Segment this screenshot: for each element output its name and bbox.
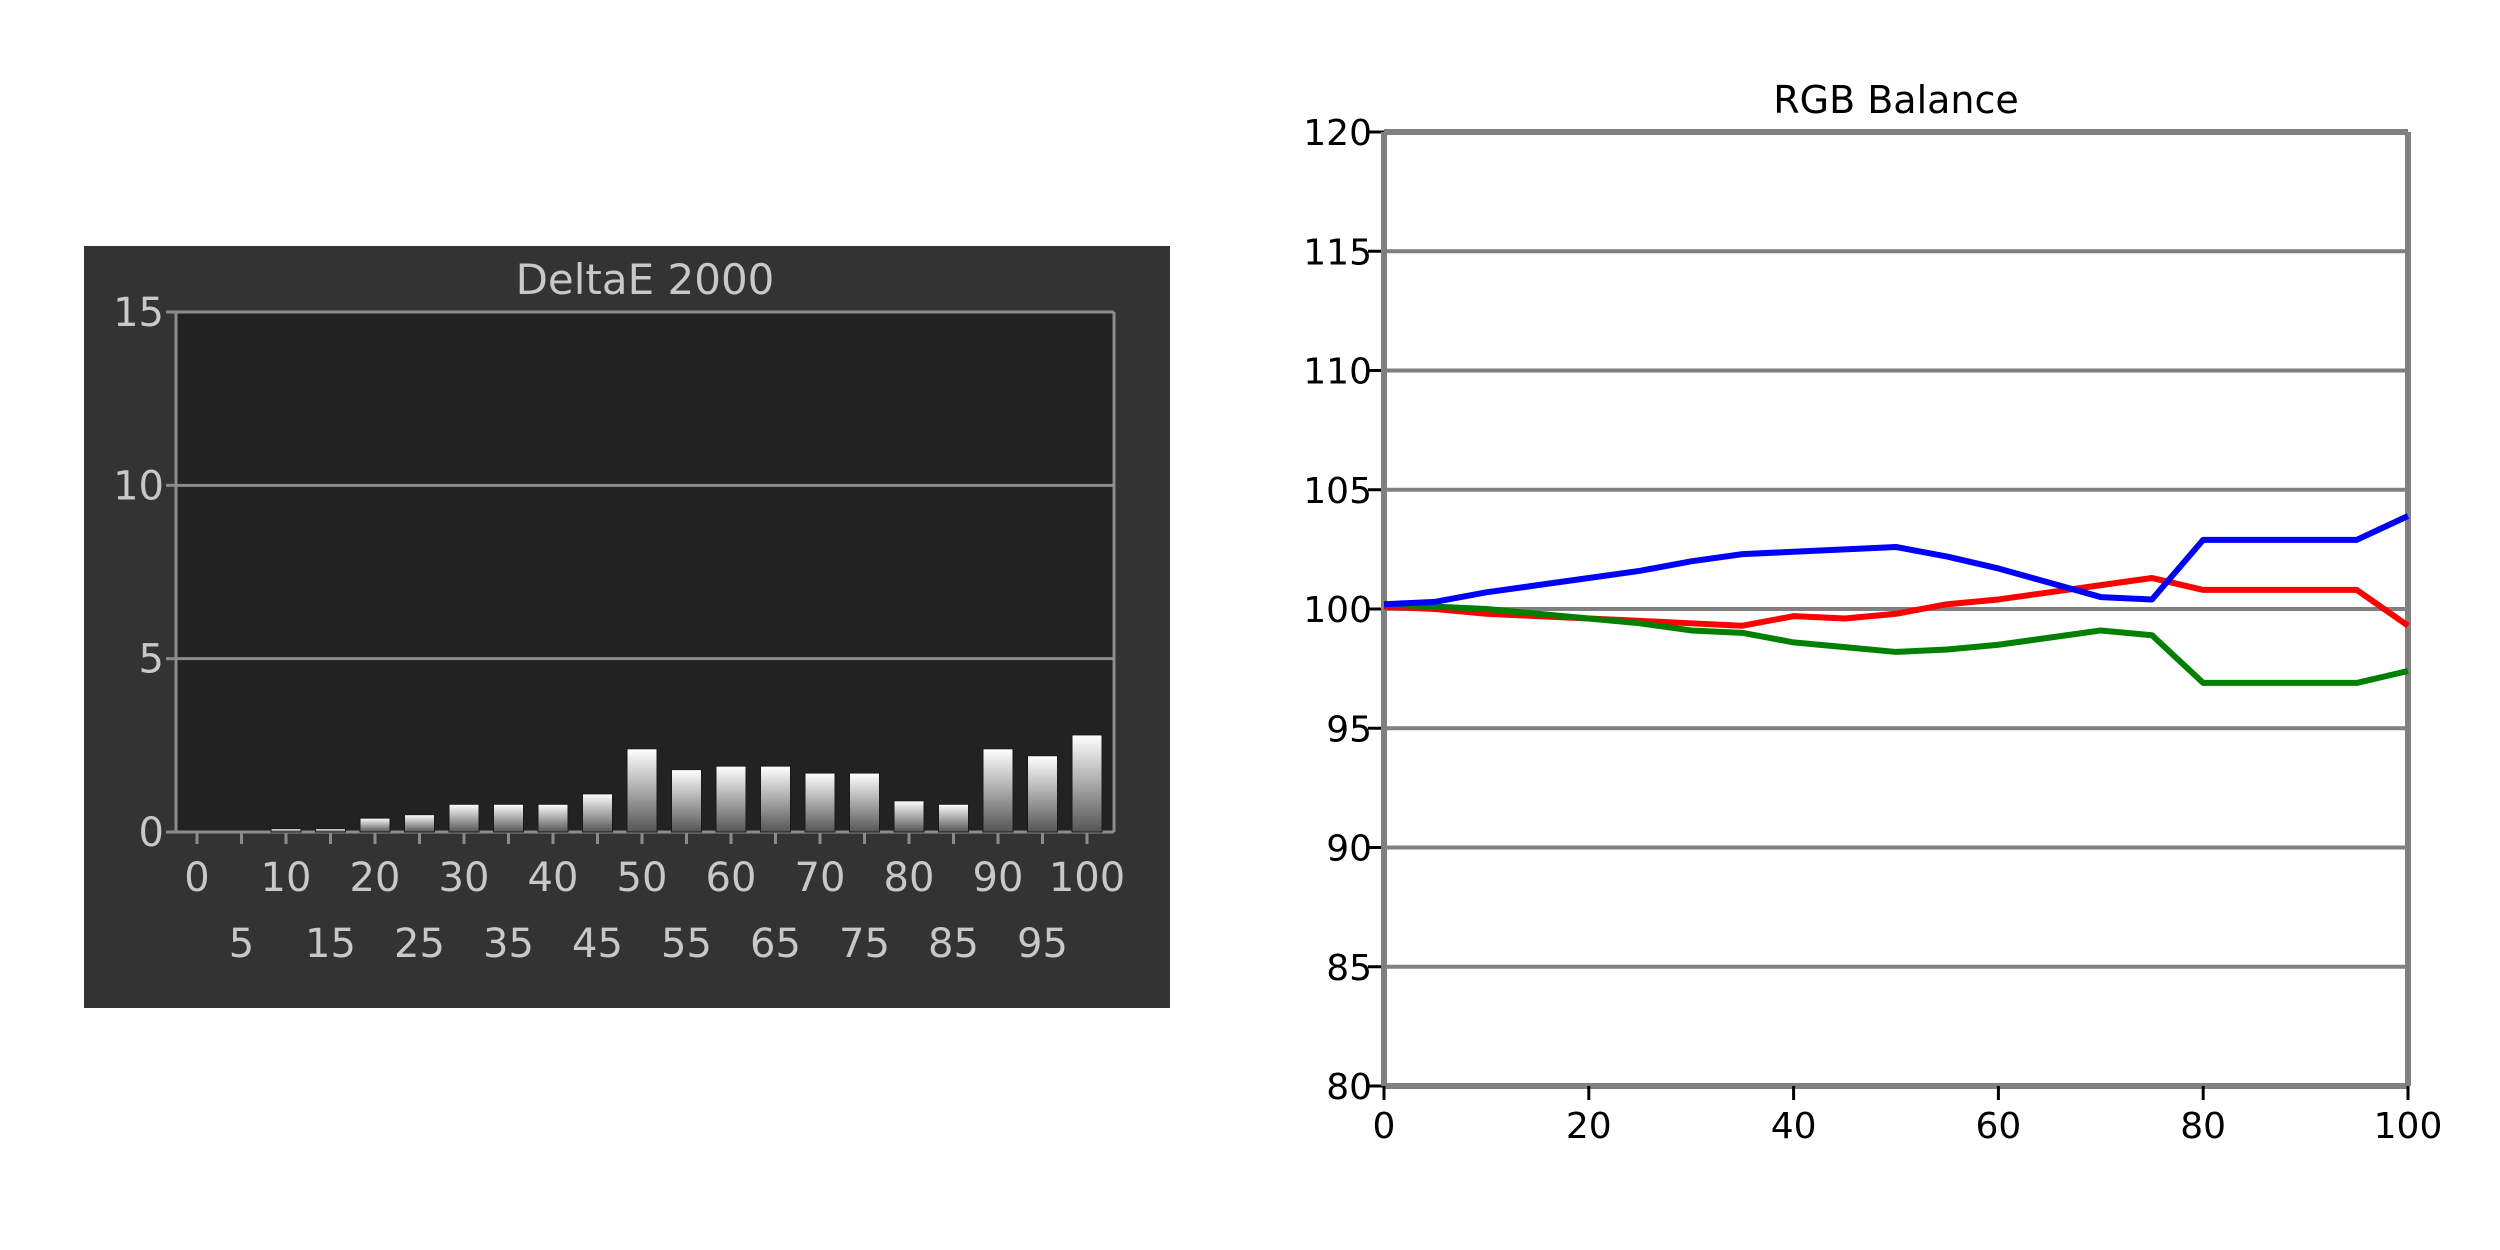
rgb-series-line-1 [1383, 601, 2409, 686]
deltae-x-tick-label: 25 [394, 921, 445, 967]
deltae-bar [537, 803, 569, 833]
deltae-bar [1071, 734, 1103, 833]
deltae-x-tick-label: 15 [305, 921, 356, 967]
deltae-bar [804, 772, 836, 833]
deltae-x-tick-label: 45 [572, 921, 623, 967]
rgb-y-tick-label: 100 [1303, 590, 1372, 631]
deltae-bar [582, 793, 613, 833]
deltae-chart-title: DeltaE 2000 [516, 255, 775, 304]
deltae-bar [849, 772, 880, 833]
deltae-chart-panel: DeltaE 2000 0 5 10 15 0 5 10 15 20 25 30 35 40 45 50 55 6… [84, 246, 1170, 1008]
rgb-x-tick-label: 60 [1975, 1106, 2021, 1147]
deltae-x-tick-label: 0 [184, 855, 209, 901]
rgb-y-tick-label: 90 [1326, 829, 1372, 870]
deltae-chart: DeltaE 200005101505101520253035404550556… [113, 255, 1125, 967]
deltae-y-tick-label: 15 [113, 290, 164, 336]
deltae-x-tick-label: 35 [483, 921, 534, 967]
deltae-x-tick-label: 40 [528, 855, 579, 901]
rgb-x-tick-label: 100 [2374, 1106, 2443, 1147]
deltae-bar [1027, 755, 1058, 833]
deltae-x-tick-label: 100 [1049, 855, 1125, 901]
rgb-y-tick-label: 120 [1303, 113, 1372, 154]
rgb-x-tick-label: 0 [1373, 1106, 1396, 1147]
deltae-plot-area [176, 312, 1114, 832]
deltae-x-tick-label: 20 [350, 855, 401, 901]
rgb-x-tick-label: 80 [2180, 1106, 2226, 1147]
deltae-bar [938, 803, 969, 833]
rgb-y-tick-label: 85 [1326, 948, 1372, 989]
deltae-x-tick-label: 75 [839, 921, 890, 967]
deltae-x-tick-label: 65 [750, 921, 801, 967]
deltae-x-tick-label: 95 [1017, 921, 1068, 967]
deltae-x-tick-label: 70 [795, 855, 846, 901]
rgb-y-tick-label: 105 [1303, 471, 1372, 512]
rgb-y-tick-label: 115 [1303, 232, 1372, 273]
deltae-bar [982, 748, 1014, 833]
deltae-bar [626, 748, 658, 833]
deltae-x-tick-label: 60 [706, 855, 757, 901]
rgb-x-tick-label: 40 [1771, 1106, 1817, 1147]
deltae-x-tick-label: 10 [261, 855, 312, 901]
deltae-bar [359, 817, 391, 833]
deltae-x-tick-label: 80 [884, 855, 935, 901]
deltae-y-tick-label: 0 [139, 810, 164, 856]
deltae-y-tick-label: 10 [113, 463, 164, 509]
deltae-x-tick-label: 85 [928, 921, 979, 967]
rgb-x-tick-label: 20 [1566, 1106, 1612, 1147]
deltae-x-tick-label: 55 [661, 921, 712, 967]
deltae-y-tick-label: 5 [139, 637, 164, 683]
deltae-bar [760, 765, 791, 833]
rgb-y-tick-label: 80 [1326, 1067, 1372, 1108]
deltae-x-tick-label: 50 [617, 855, 668, 901]
deltae-bar [448, 803, 480, 833]
rgb-y-tick-label: 95 [1326, 709, 1372, 750]
deltae-bar [315, 828, 346, 833]
deltae-x-tick-label: 30 [439, 855, 490, 901]
deltae-bar [493, 803, 524, 833]
deltae-x-tick-label: 5 [229, 921, 254, 967]
rgb-series-line-2 [1383, 513, 2410, 608]
deltae-bar [270, 828, 302, 833]
rgb-chart-title: RGB Balance [1773, 78, 2019, 122]
deltae-x-tick-label: 90 [973, 855, 1024, 901]
deltae-bar [715, 765, 747, 833]
deltae-bar [671, 769, 702, 833]
rgb-y-tick-label: 110 [1303, 352, 1372, 393]
deltae-bar [404, 814, 435, 833]
deltae-bar [893, 800, 925, 833]
